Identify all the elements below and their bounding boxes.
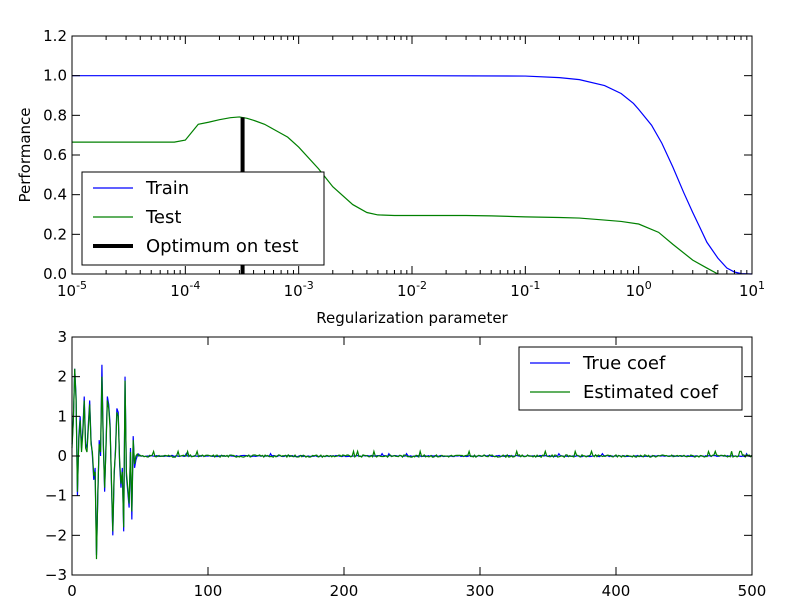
series-test-line <box>72 116 719 275</box>
y-tick-label: 0.2 <box>43 225 67 243</box>
x-tick-label: 300 <box>466 582 495 600</box>
x-tick-label: 0 <box>67 582 77 600</box>
legend-label-test: Test <box>145 207 181 228</box>
top-chart-xlabel: Regularization parameter <box>316 309 508 327</box>
y-tick-label: 1.0 <box>43 67 67 85</box>
y-tick-label: −2 <box>45 526 67 544</box>
y-tick-label: 3 <box>57 328 67 346</box>
y-tick-label: −3 <box>45 566 67 584</box>
y-tick-label: 0.0 <box>43 265 67 283</box>
y-tick-label: 0.4 <box>43 186 67 204</box>
x-tick-label: 500 <box>738 582 767 600</box>
legend-label-estimated-coef: Estimated coef <box>583 382 719 403</box>
x-tick-label: 100 <box>626 279 652 300</box>
y-tick-label: 1.2 <box>43 27 67 45</box>
bottom-chart-legend: True coef Estimated coef <box>518 346 743 411</box>
y-tick-label: 0.6 <box>43 146 67 164</box>
bottom-chart-ticks: 0 100 200 300 400 500 −3 −2 −1 0 1 2 3 <box>45 328 766 600</box>
x-tick-label: 10-5 <box>57 279 87 300</box>
series-train-line <box>72 75 753 275</box>
y-tick-label: 2 <box>57 368 67 386</box>
top-chart-ylabel: Performance <box>16 107 34 202</box>
y-tick-label: 1 <box>57 407 67 425</box>
top-chart: 10-5 10-4 10-3 10-2 10-1 100 101 0.0 0.2 0.4 0.6 0.… <box>16 27 765 327</box>
x-tick-label: 10-3 <box>284 279 314 300</box>
x-tick-label: 101 <box>739 279 765 300</box>
bottom-chart: 0 100 200 300 400 500 −3 −2 −1 0 1 2 3 True coef Est… <box>45 328 766 600</box>
x-tick-label: 10-1 <box>510 279 540 300</box>
x-tick-label: 100 <box>194 582 223 600</box>
y-tick-label: 0 <box>57 447 67 465</box>
x-tick-label: 10-4 <box>170 279 200 300</box>
y-tick-label: 0.8 <box>43 106 67 124</box>
y-tick-label: −1 <box>45 487 67 505</box>
x-tick-label: 10-2 <box>397 279 427 300</box>
x-tick-label: 400 <box>602 582 631 600</box>
bottom-chart-lines <box>71 364 753 560</box>
legend-label-true-coef: True coef <box>582 353 666 374</box>
top-chart-legend: Train Test Optimum on test <box>81 171 325 266</box>
x-tick-label: 200 <box>330 582 359 600</box>
legend-label-optimum: Optimum on test <box>146 236 299 257</box>
legend-label-train: Train <box>145 178 189 199</box>
series-estimated-coef-line <box>71 368 753 560</box>
top-chart-ticks: 10-5 10-4 10-3 10-2 10-1 100 101 0.0 0.2 0.4 0.6 0.… <box>43 27 765 300</box>
bottom-legend-box <box>518 346 743 411</box>
